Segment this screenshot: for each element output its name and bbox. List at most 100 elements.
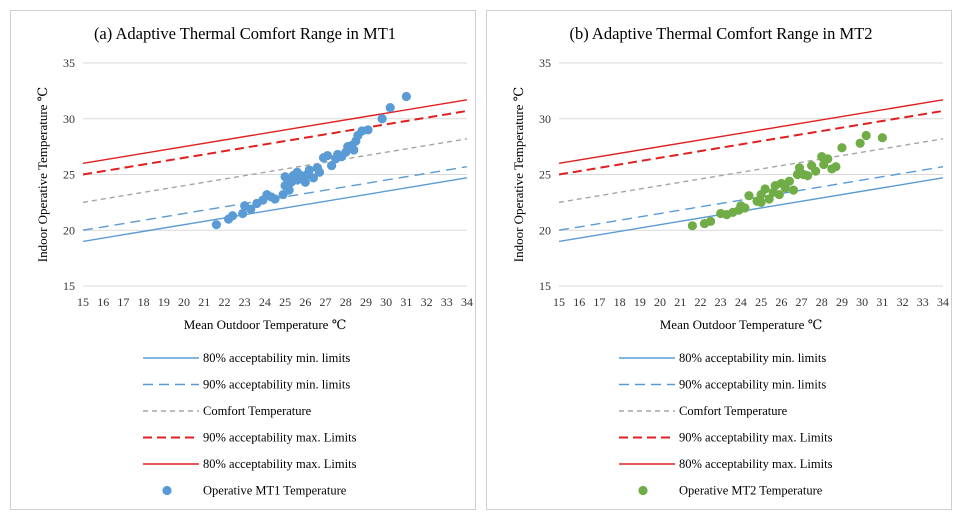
x-tick-label: 25	[755, 295, 767, 309]
x-tick-label: 31	[400, 295, 412, 309]
data-point	[760, 184, 770, 194]
x-tick-label: 30	[856, 295, 868, 309]
y-tick-label: 35	[63, 56, 75, 70]
x-tick-label: 16	[573, 295, 585, 309]
x-tick-label: 28	[816, 295, 828, 309]
data-point	[811, 166, 821, 176]
legend-label: 80% acceptability max. Limits	[203, 457, 357, 471]
x-tick-label: 18	[138, 295, 150, 309]
x-tick-label: 24	[735, 295, 747, 309]
data-point	[831, 162, 841, 172]
x-tick-label: 19	[158, 295, 170, 309]
data-point	[314, 167, 325, 177]
series-line-0	[558, 177, 944, 243]
x-tick-label: 26	[299, 295, 311, 309]
data-point	[322, 150, 333, 161]
legend-label: Operative MT1 Temperature	[203, 484, 347, 498]
x-tick-label: 22	[218, 295, 230, 309]
x-tick-label: 15	[77, 295, 89, 309]
x-tick-label: 26	[775, 295, 787, 309]
data-point	[744, 191, 754, 201]
y-tick-label: 35	[539, 56, 551, 70]
x-tick-label: 17	[117, 295, 129, 309]
x-tick-label: 16	[97, 295, 109, 309]
x-tick-label: 34	[937, 295, 949, 309]
data-point	[764, 194, 774, 204]
legend-label: Comfort Temperature	[203, 404, 312, 418]
y-tick-label: 20	[63, 223, 75, 237]
chart-mt2-svg: (b) Adaptive Thermal Comfort Range in MT…	[511, 24, 949, 498]
legend-label: 90% acceptability max. Limits	[679, 431, 833, 445]
legend-label: 80% acceptability min. limits	[679, 351, 826, 365]
data-point	[326, 160, 337, 171]
data-point	[211, 220, 221, 230]
x-tick-label: 30	[380, 295, 392, 309]
data-point	[784, 176, 794, 186]
data-point	[246, 204, 256, 214]
legend-label: 90% acceptability min. limits	[679, 378, 826, 392]
series-line-0	[82, 177, 468, 243]
x-tick-label: 31	[876, 295, 888, 309]
x-tick-label: 32	[897, 295, 909, 309]
y-axis-label: Indoor Operative Temperature ℃	[35, 87, 50, 262]
y-tick-label: 20	[539, 223, 551, 237]
data-point	[802, 171, 813, 181]
x-tick-label: 33	[441, 295, 453, 309]
x-tick-label: 23	[239, 295, 251, 309]
data-point	[687, 221, 697, 231]
series-line-3	[558, 109, 944, 176]
series-line-2	[82, 138, 468, 204]
y-tick-label: 30	[539, 112, 551, 126]
y-axis-label: Indoor Operative Temperature ℃	[511, 87, 526, 262]
data-point	[780, 183, 790, 193]
x-tick-label: 17	[593, 295, 605, 309]
data-point	[823, 154, 833, 164]
x-tick-label: 21	[674, 295, 686, 309]
data-point	[349, 145, 359, 155]
x-tick-label: 27	[796, 295, 808, 309]
x-tick-label: 23	[715, 295, 727, 309]
x-tick-label: 29	[360, 295, 372, 309]
chart-panel-mt2: (b) Adaptive Thermal Comfort Range in MT…	[486, 10, 952, 510]
y-tick-label: 15	[539, 279, 551, 293]
x-axis-label: Mean Outdoor Temperature ℃	[660, 317, 822, 332]
x-tick-label: 25	[279, 295, 291, 309]
data-point	[300, 177, 310, 187]
data-point	[238, 208, 248, 219]
data-point	[280, 172, 290, 182]
x-tick-label: 34	[461, 295, 473, 309]
chart-panel-mt1: (a) Adaptive Thermal Comfort Range in MT…	[10, 10, 476, 510]
data-point	[788, 185, 799, 195]
legend-label: 90% acceptability max. Limits	[203, 431, 357, 445]
data-point	[774, 189, 784, 200]
data-point	[877, 133, 887, 143]
legend-swatch-5	[162, 485, 172, 496]
series-line-4	[558, 99, 944, 165]
y-tick-label: 25	[539, 168, 551, 182]
x-tick-label: 15	[553, 295, 565, 309]
legend-label: 80% acceptability min. limits	[203, 351, 350, 365]
legend-label: Comfort Temperature	[679, 404, 788, 418]
legend-swatch-5	[638, 485, 648, 496]
data-point	[270, 194, 280, 204]
data-point	[837, 143, 847, 153]
data-point	[385, 103, 395, 113]
series-line-3	[82, 109, 468, 176]
legend-label: Operative MT2 Temperature	[679, 484, 823, 498]
data-point	[756, 197, 766, 207]
data-point	[794, 163, 805, 173]
x-tick-label: 19	[634, 295, 646, 309]
x-tick-label: 24	[259, 295, 271, 309]
series-line-2	[558, 138, 944, 204]
data-point	[227, 211, 238, 221]
legend-label: 90% acceptability min. limits	[203, 378, 350, 392]
data-point	[855, 138, 865, 148]
data-point	[284, 185, 294, 195]
x-tick-label: 33	[917, 295, 929, 309]
x-tick-label: 22	[694, 295, 706, 309]
chart-title: (b) Adaptive Thermal Comfort Range in MT…	[569, 24, 872, 43]
data-point	[363, 125, 373, 135]
data-point	[377, 114, 387, 124]
data-point	[861, 130, 871, 141]
data-point	[705, 216, 716, 226]
